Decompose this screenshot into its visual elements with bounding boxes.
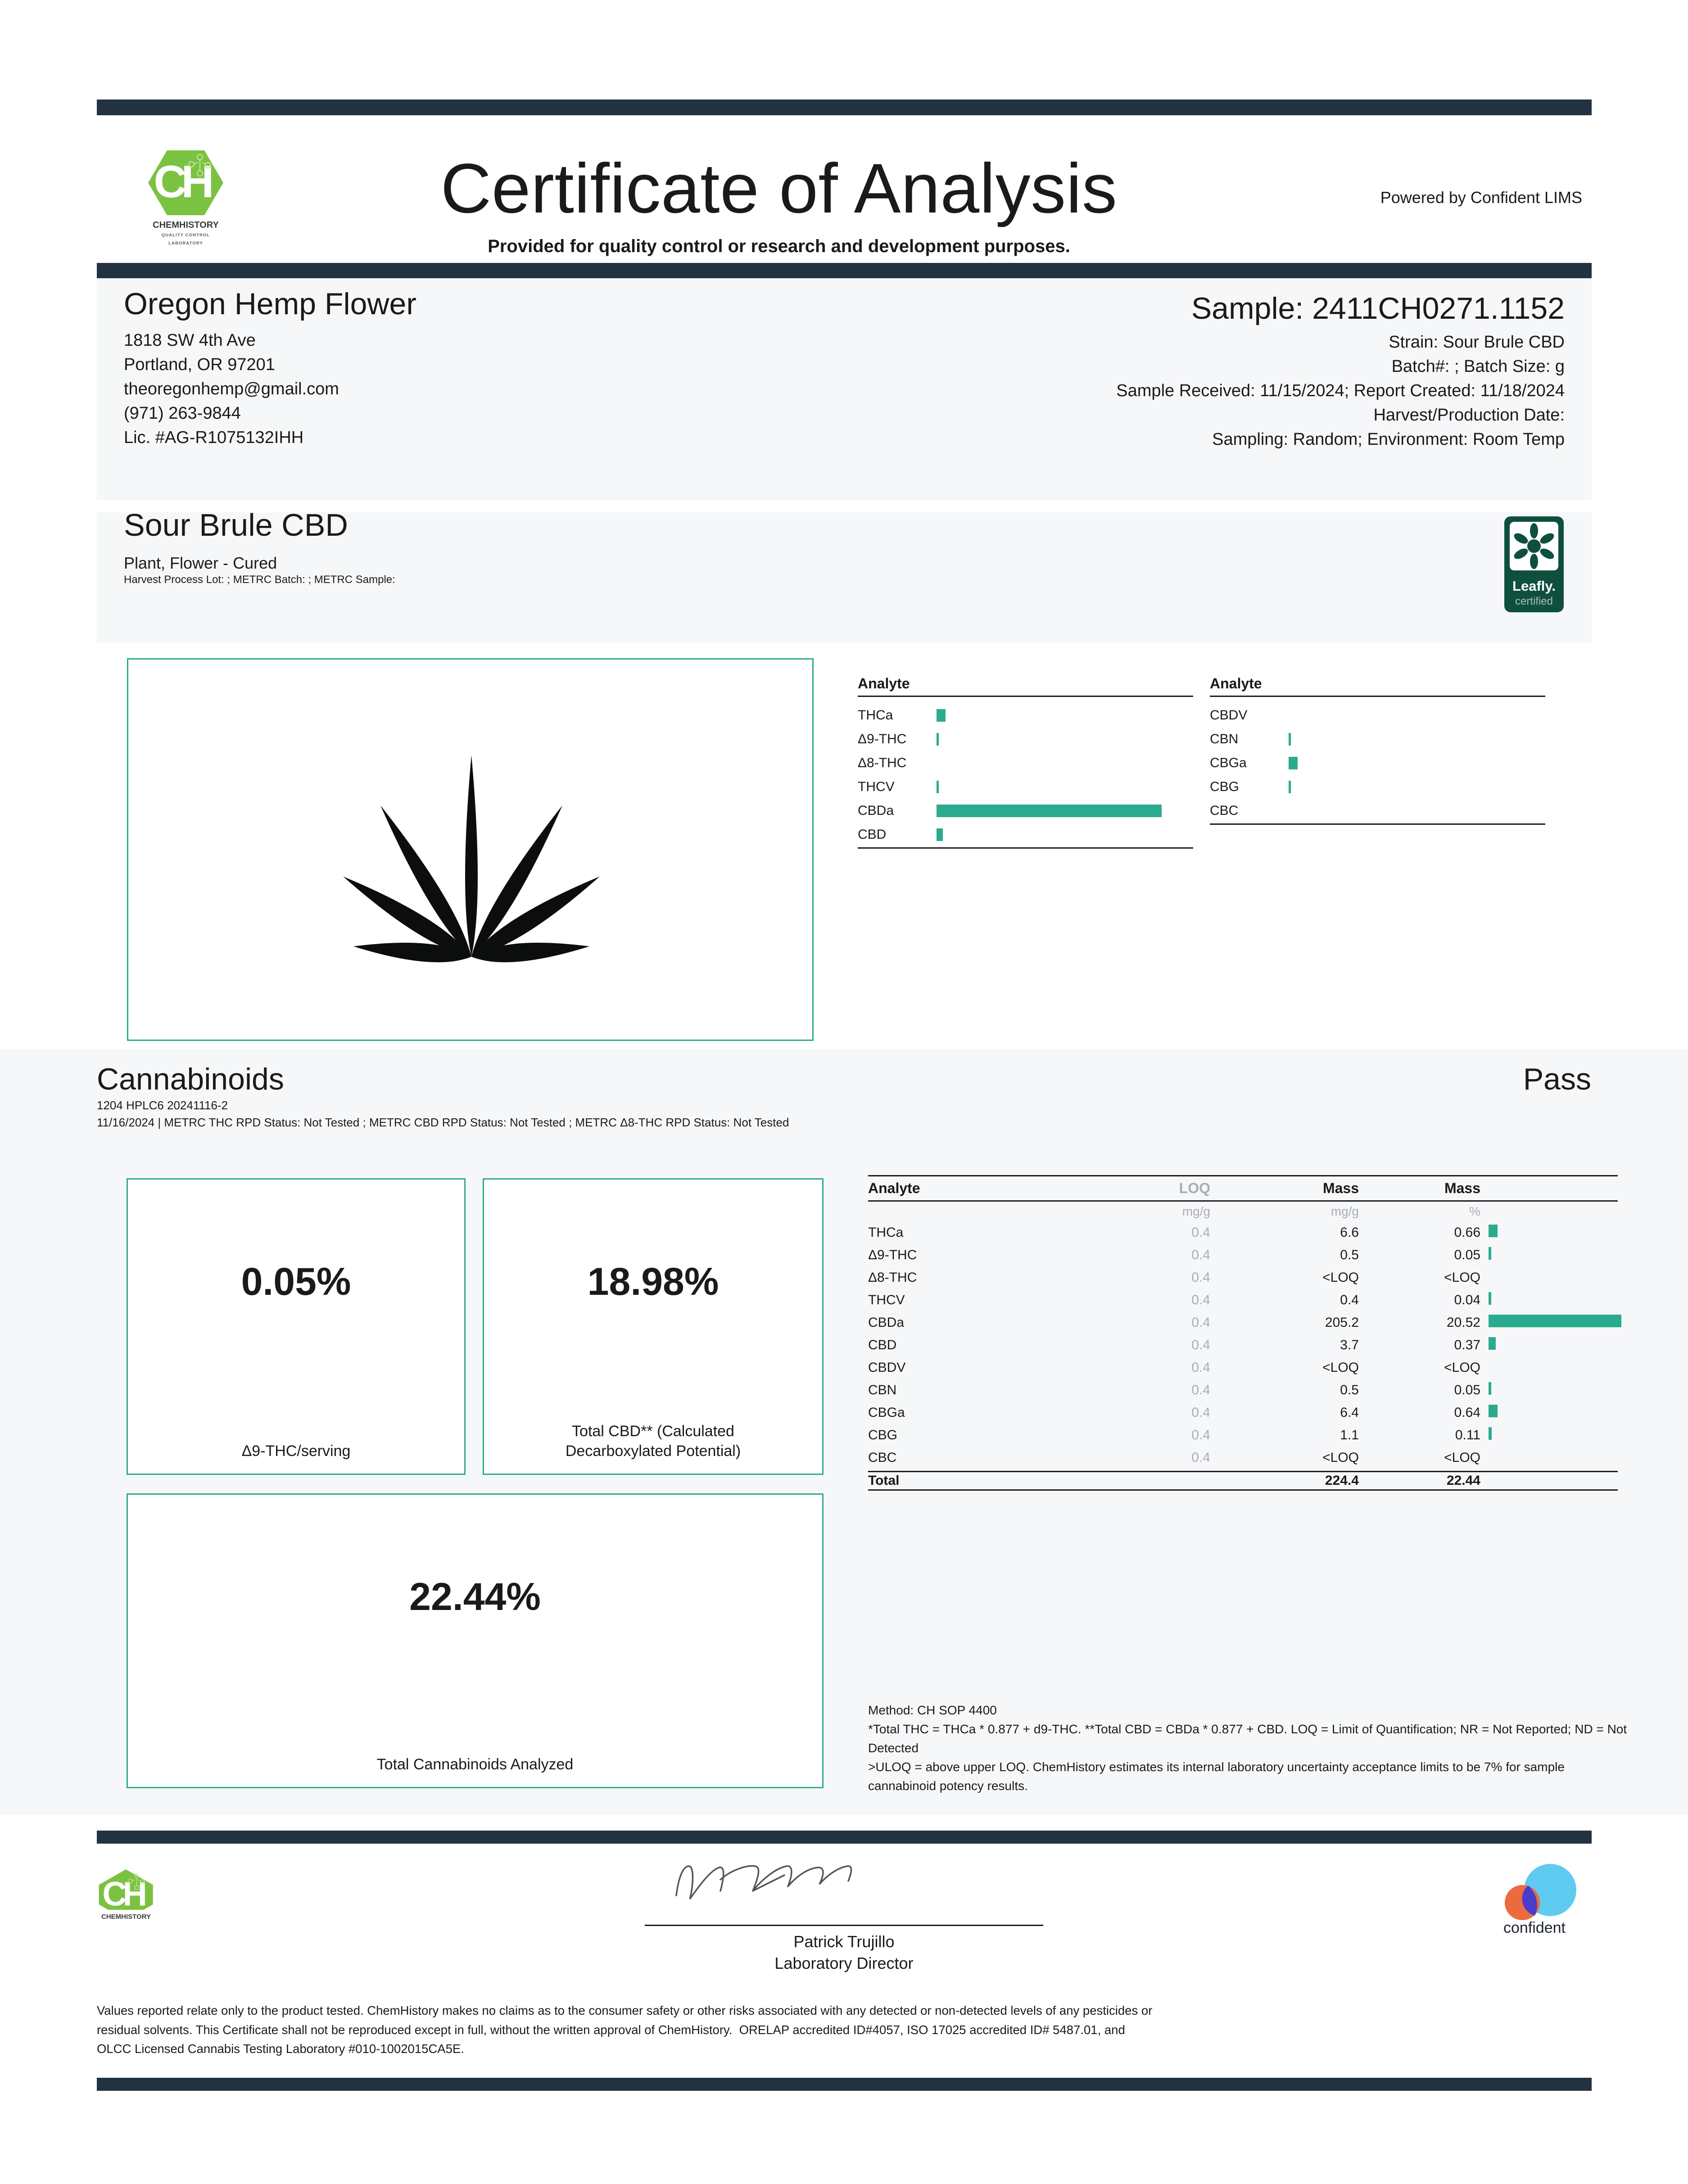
- svg-text:Leafly.: Leafly.: [1512, 578, 1556, 594]
- svg-text:H: H: [181, 157, 214, 207]
- svg-text:confident: confident: [1503, 1919, 1566, 1936]
- svg-text:certified: certified: [1515, 595, 1553, 607]
